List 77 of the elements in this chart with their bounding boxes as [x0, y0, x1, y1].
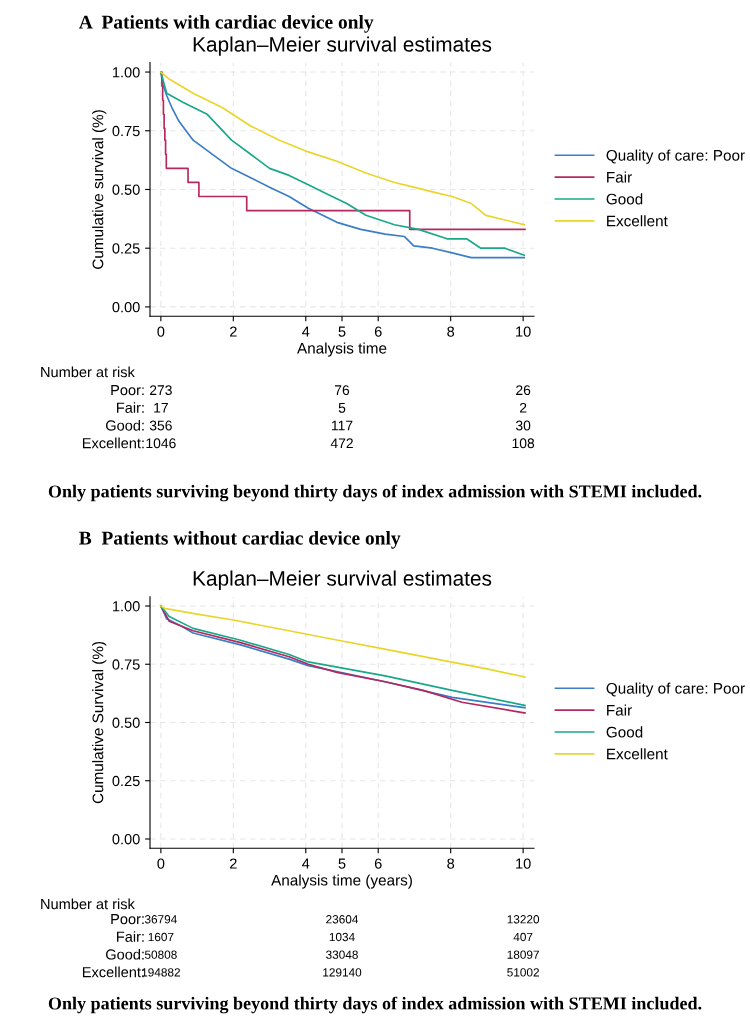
text: 36794: [144, 915, 177, 924]
chart-title: B Patients without cardiac device only: [79, 531, 401, 549]
text: 273: [149, 385, 172, 396]
text: 129140: [323, 968, 362, 977]
y-tick-label: 0.00: [112, 302, 140, 313]
legend-label: Excellent: [607, 748, 668, 760]
text: 1607: [148, 932, 174, 942]
y-axis-title: Cumulative survival (%): [92, 110, 107, 269]
chart-subtitle: Kaplan–Meier survival estimates: [193, 36, 492, 56]
legend-label: Fair: [607, 171, 632, 183]
line-series: [160, 605, 526, 678]
x-tick-label: 0: [157, 858, 165, 869]
legend-label: Excellent: [607, 215, 668, 227]
x-tick-label: 2: [230, 326, 237, 337]
text: Fair:: [117, 931, 144, 942]
text: 26: [516, 385, 531, 396]
y-tick-label: 0.25: [112, 775, 140, 787]
text: 1046: [146, 438, 176, 449]
text: 108: [512, 438, 535, 449]
text: 2: [519, 402, 527, 413]
chart-subtitle: Kaplan–Meier survival estimates: [193, 570, 492, 590]
y-tick-label: 0.00: [112, 834, 140, 845]
y-tick-label: 0.50: [112, 184, 140, 195]
y-axis-title: Cumulative Survival (%): [92, 641, 107, 804]
x-axis-title: Analysis time: [297, 342, 387, 357]
text: 407: [513, 932, 533, 942]
legend-label: Quality of care: Poor: [606, 149, 745, 164]
text: Fair:: [117, 402, 144, 413]
y-tick-label: 1.00: [113, 67, 140, 78]
legend-label: Quality of care: Poor: [606, 682, 745, 697]
text: 13220: [507, 915, 540, 924]
x-tick-label: 8: [447, 858, 455, 869]
legend-label: Good: [606, 193, 643, 205]
text: 17: [154, 403, 168, 413]
text: 194882: [142, 968, 180, 977]
text: Excellent:: [82, 437, 144, 449]
text: 117: [331, 420, 353, 431]
text: Poor:: [111, 385, 144, 396]
y-tick-label: 0.75: [112, 125, 140, 137]
text: Excellent:: [82, 966, 144, 978]
text: 50808: [144, 950, 177, 959]
x-tick-label: 2: [230, 858, 237, 869]
x-tick-label: 10: [516, 858, 531, 869]
legend-label: Good: [606, 726, 643, 738]
y-tick-label: 0.75: [112, 659, 140, 670]
text: Number at risk: [41, 898, 135, 910]
text: 51002: [507, 968, 539, 977]
text: 30: [515, 420, 531, 431]
text: 18097: [507, 950, 539, 959]
text: 1034: [329, 932, 355, 942]
text: Good:: [106, 419, 144, 431]
x-axis-title: Analysis time (years): [271, 874, 412, 889]
text: 472: [330, 438, 353, 449]
chart-title: A Patients with cardiac device only: [78, 15, 374, 33]
text: 76: [334, 385, 350, 396]
x-tick-label: 0: [157, 326, 165, 337]
text: 5: [338, 403, 346, 413]
x-tick-label: 4: [302, 326, 310, 337]
text: 23604: [326, 915, 359, 924]
x-tick-label: 5: [338, 326, 346, 337]
x-tick-label: 4: [302, 858, 310, 869]
x-tick-label: 10: [516, 326, 531, 337]
text: Only patients surviving beyond thirty days of index admission with STEMI included.: [48, 996, 702, 1014]
text: Only patients surviving beyond thirty days of index admission with STEMI included.: [48, 484, 702, 502]
x-tick-label: 6: [374, 326, 382, 337]
text: Good:: [106, 948, 144, 960]
text: Number at risk: [41, 366, 135, 378]
x-tick-label: 5: [338, 858, 346, 869]
legend-label: Fair: [607, 704, 632, 716]
x-tick-label: 8: [447, 326, 455, 337]
y-tick-label: 0.50: [112, 717, 140, 728]
text: Poor:: [111, 914, 144, 925]
x-tick-label: 6: [374, 858, 382, 869]
text: 356: [149, 420, 172, 431]
y-tick-label: 1.00: [113, 601, 140, 612]
text: 33048: [326, 950, 358, 959]
y-tick-label: 0.25: [112, 243, 140, 254]
